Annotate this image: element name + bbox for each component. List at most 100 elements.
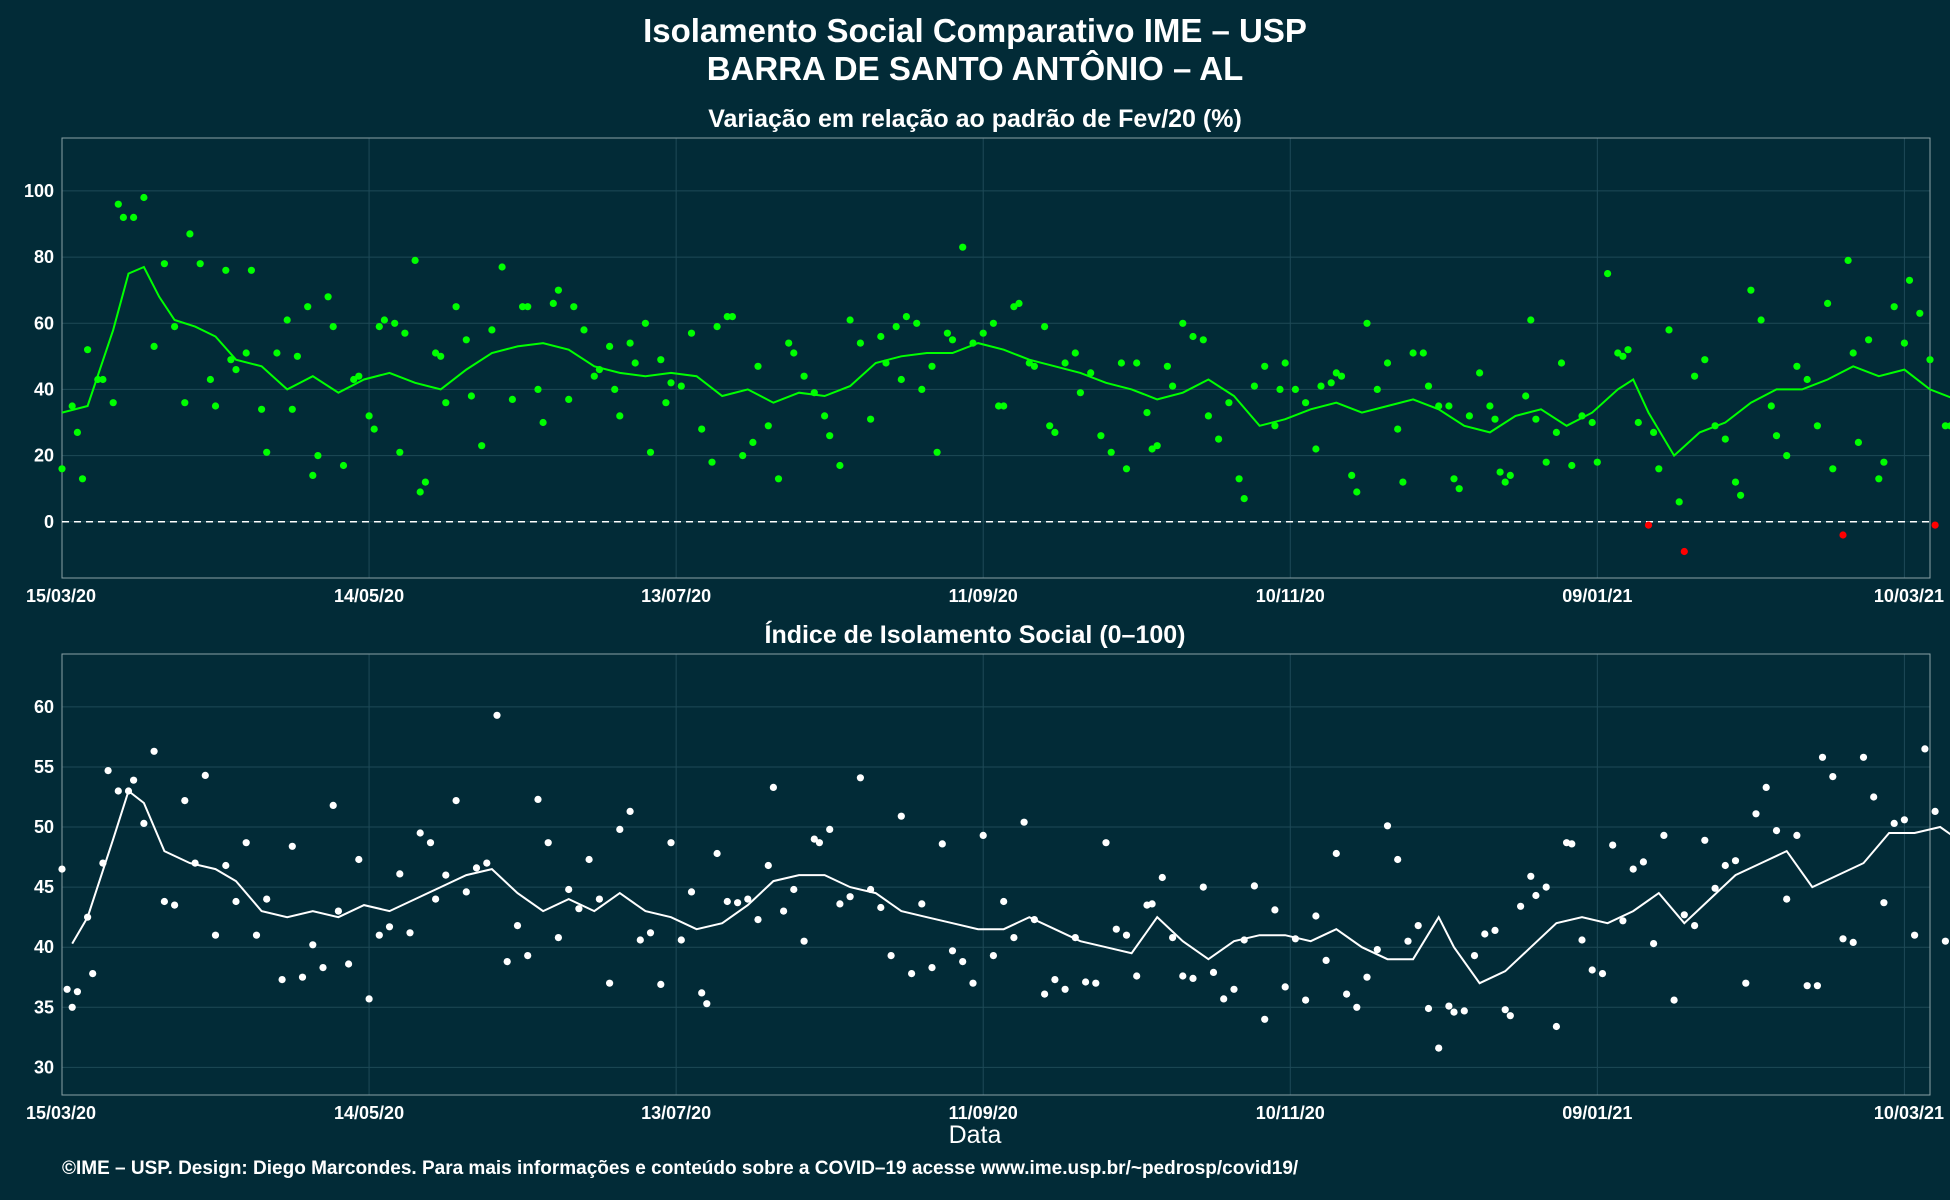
top-data-point bbox=[1900, 339, 1908, 347]
top-data-point bbox=[810, 389, 818, 397]
top-data-point bbox=[442, 399, 450, 407]
bottom-data-point bbox=[375, 931, 383, 939]
bottom-data-point bbox=[1772, 827, 1781, 835]
top-data-point bbox=[1317, 382, 1325, 390]
top-data-point bbox=[713, 323, 721, 331]
top-panel-frame bbox=[61, 137, 1931, 579]
top-data-point bbox=[626, 339, 634, 347]
bottom-data-point bbox=[877, 903, 885, 912]
top-data-point bbox=[1015, 299, 1023, 307]
top-data-point bbox=[1865, 336, 1873, 344]
bottom-data-point bbox=[1639, 858, 1647, 866]
bottom-data-point bbox=[928, 964, 936, 972]
top-data-point bbox=[1783, 452, 1791, 460]
top-data-point bbox=[1644, 521, 1653, 529]
bottom-data-point bbox=[1394, 855, 1402, 864]
top-data-point bbox=[969, 339, 977, 347]
bottom-data-point bbox=[1230, 985, 1238, 993]
bottom-data-point bbox=[232, 897, 240, 906]
bottom-data-point bbox=[432, 895, 440, 903]
top-data-point bbox=[1731, 478, 1740, 486]
top-data-point bbox=[1916, 309, 1924, 317]
bottom-data-point bbox=[278, 976, 286, 984]
top-data-point bbox=[1931, 521, 1939, 529]
bottom-data-point bbox=[1112, 925, 1120, 933]
top-data-point bbox=[181, 399, 189, 407]
bottom-data-point bbox=[1650, 940, 1658, 948]
top-data-point bbox=[877, 332, 885, 341]
top-data-point bbox=[856, 339, 865, 347]
chart-title-line-1: Isolamento Social Comparativo IME – USP bbox=[643, 12, 1307, 49]
bottom-data-point bbox=[1020, 818, 1028, 826]
top-data-point bbox=[989, 319, 998, 327]
top-data-point bbox=[58, 465, 66, 473]
bottom-data-point bbox=[1445, 1002, 1453, 1010]
top-data-point bbox=[437, 352, 445, 360]
top-data-point bbox=[1905, 276, 1914, 284]
top-data-point bbox=[1568, 461, 1576, 470]
top-data-point bbox=[821, 412, 829, 420]
top-data-point bbox=[1199, 336, 1207, 344]
top-data-point bbox=[119, 213, 127, 221]
top-data-point bbox=[995, 402, 1003, 410]
top-data-point bbox=[114, 200, 122, 208]
top-data-point bbox=[1179, 319, 1187, 327]
bottom-data-point bbox=[575, 905, 583, 913]
top-data-point bbox=[1824, 299, 1832, 307]
top-y-tick-label: 20 bbox=[34, 446, 54, 466]
bottom-data-point bbox=[329, 801, 337, 810]
bottom-data-point bbox=[68, 1003, 76, 1011]
top-data-point bbox=[309, 471, 317, 479]
top-data-point bbox=[1394, 425, 1402, 433]
bottom-panel-title: Índice de Isolamento Social (0–100) bbox=[764, 621, 1186, 649]
top-data-point bbox=[1844, 256, 1852, 264]
bottom-data-point bbox=[754, 916, 762, 924]
top-data-point bbox=[1557, 359, 1566, 367]
top-data-point bbox=[677, 382, 685, 390]
top-data-point bbox=[882, 359, 890, 367]
top-data-point bbox=[554, 286, 563, 294]
bottom-data-point bbox=[908, 970, 916, 978]
bottom-data-point bbox=[723, 897, 731, 906]
bottom-data-point bbox=[585, 855, 593, 864]
top-data-point bbox=[1122, 465, 1131, 473]
bottom-data-point bbox=[1501, 1006, 1509, 1014]
bottom-data-point bbox=[1271, 906, 1279, 914]
top-data-point bbox=[258, 405, 266, 413]
bottom-data-point bbox=[1619, 917, 1627, 925]
bottom-data-point bbox=[1061, 985, 1069, 993]
top-data-point bbox=[570, 303, 578, 311]
bottom-data-point bbox=[810, 835, 818, 843]
top-data-point bbox=[1772, 432, 1781, 440]
top-data-point bbox=[897, 375, 905, 384]
top-data-point bbox=[790, 349, 798, 357]
top-data-point bbox=[130, 213, 138, 221]
bottom-data-point bbox=[989, 952, 998, 960]
top-data-point bbox=[1030, 362, 1038, 370]
bottom-data-point bbox=[1527, 872, 1535, 880]
top-data-point bbox=[1450, 475, 1458, 483]
top-data-point bbox=[339, 461, 348, 470]
bottom-data-point bbox=[703, 1000, 711, 1008]
top-data-point bbox=[1163, 362, 1171, 370]
top-data-point bbox=[452, 303, 460, 311]
top-data-point bbox=[1711, 422, 1719, 430]
bottom-data-point bbox=[1859, 753, 1868, 761]
top-data-point bbox=[1542, 458, 1550, 466]
top-data-point bbox=[1552, 428, 1560, 436]
bottom-data-point bbox=[191, 859, 199, 867]
top-data-point bbox=[616, 412, 624, 420]
bottom-data-point bbox=[948, 947, 957, 955]
bottom-data-point bbox=[462, 888, 470, 896]
top-data-point bbox=[1619, 352, 1627, 360]
top-data-point bbox=[1455, 485, 1463, 493]
top-data-point bbox=[140, 193, 148, 202]
bottom-data-point bbox=[1209, 968, 1218, 977]
top-data-point bbox=[1133, 359, 1141, 367]
top-data-point bbox=[1793, 362, 1801, 370]
bottom-data-point bbox=[1491, 926, 1499, 935]
bottom-data-point bbox=[160, 897, 168, 906]
bottom-data-point bbox=[1148, 900, 1156, 908]
top-data-point bbox=[1496, 468, 1504, 476]
bottom-data-point bbox=[1414, 922, 1422, 930]
